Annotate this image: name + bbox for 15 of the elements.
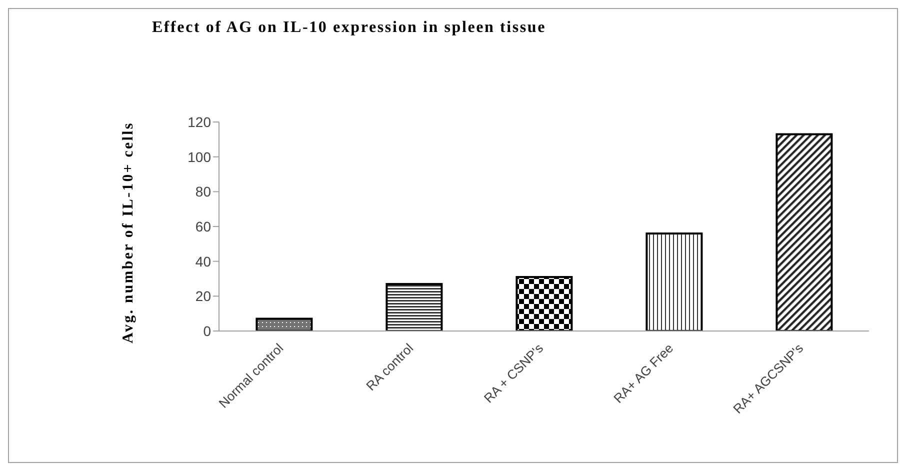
bar (386, 282, 443, 331)
y-tick-label: 60 (195, 218, 212, 234)
chart-title: Effect of AG on IL-10 expression in spleen tissue (150, 19, 548, 37)
y-tick-label: 100 (188, 148, 212, 165)
y-tick-label: 40 (195, 253, 212, 270)
bar (516, 276, 573, 331)
y-tick-label: 20 (195, 288, 212, 304)
y-tick-label: 80 (195, 184, 212, 200)
bar (646, 232, 703, 331)
bar (776, 133, 833, 331)
bar (256, 318, 313, 331)
y-tick-label: 120 (188, 114, 212, 130)
y-tick-label: 0 (203, 322, 212, 339)
y-axis-title: Avg. number of IL-10+ cells (120, 120, 138, 346)
x-tick-label: RA+ AG Free (610, 340, 676, 406)
